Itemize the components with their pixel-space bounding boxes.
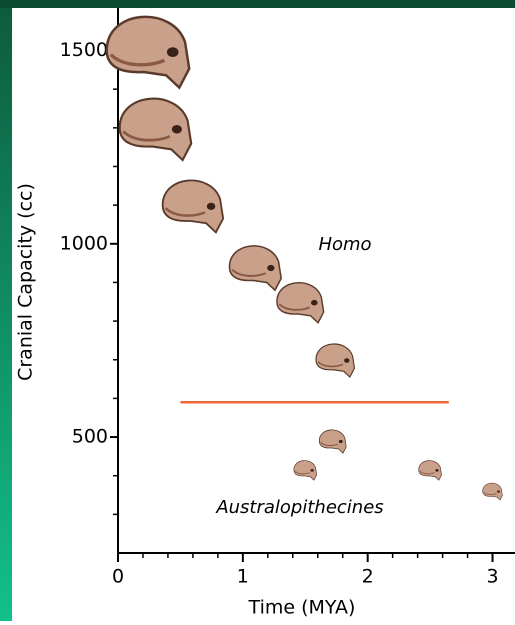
panel [12, 8, 515, 621]
x-tick-label: 2 [362, 566, 374, 588]
skull-eye [497, 490, 500, 492]
skull-eye [344, 358, 349, 363]
y-tick-label: 1500 [60, 39, 108, 61]
skull-eye [311, 300, 318, 306]
top-strip [0, 0, 515, 8]
annotation: Homo [318, 234, 371, 255]
skull-eye [267, 265, 274, 271]
x-axis-label: Time (MYA) [248, 597, 356, 619]
skull-eye [167, 47, 179, 57]
y-tick-label: 1000 [60, 232, 108, 254]
y-axis-label: Cranial Capacity (cc) [15, 183, 37, 381]
skull-eye [311, 469, 314, 472]
x-tick-label: 0 [112, 566, 124, 588]
x-tick-label: 3 [486, 566, 498, 588]
skull-eye [435, 469, 438, 472]
x-tick-label: 1 [237, 566, 249, 588]
skull-eye [172, 125, 182, 134]
y-tick-label: 500 [72, 426, 108, 448]
skull-eye [207, 203, 215, 210]
annotation: Australopithecines [215, 497, 383, 518]
skull-eye [339, 440, 343, 443]
chart: Cranial Capacity (cc) Time (MYA) Homo Au… [0, 0, 515, 621]
